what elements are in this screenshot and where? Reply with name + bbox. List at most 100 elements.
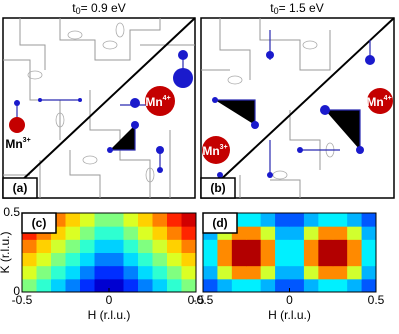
x-axis-label: H (r.l.u.) <box>268 308 311 322</box>
heat-cell <box>217 278 233 293</box>
heat-cell <box>303 278 319 293</box>
heat-cell <box>332 278 348 293</box>
heat-cell <box>289 226 305 240</box>
heat-cell <box>246 265 262 280</box>
heat-cell <box>123 278 139 293</box>
heat-cell <box>332 252 348 267</box>
heat-cell <box>167 239 182 253</box>
heat-cell <box>51 252 66 267</box>
heat-cell <box>361 213 377 227</box>
heat-cell <box>289 278 305 293</box>
heat-cell <box>152 265 168 280</box>
heat-cell <box>303 239 319 253</box>
heat-cell <box>109 265 124 280</box>
heat-cell <box>152 278 168 293</box>
heat-cell <box>94 278 110 293</box>
ion-label: Mn3+ <box>5 137 30 151</box>
heat-cell <box>123 239 139 253</box>
y-tick-label: 0.5 <box>3 205 20 219</box>
x-tick-label: 0.5 <box>368 293 385 307</box>
heat-cell <box>303 252 319 267</box>
heat-cell <box>347 226 363 240</box>
heat-cell <box>289 239 305 253</box>
heat-cell <box>65 278 81 293</box>
heat-cell <box>80 252 95 267</box>
heat-cell <box>167 252 182 267</box>
heat-cell <box>109 278 124 293</box>
heat-cell <box>303 213 319 227</box>
heat-cell <box>347 213 363 227</box>
heat-cell <box>123 252 139 267</box>
heat-cell <box>275 252 290 267</box>
heat-cell <box>231 278 247 293</box>
heat-cell <box>36 265 52 280</box>
bonds <box>215 30 371 175</box>
diagonal <box>2 17 196 199</box>
heat-cell <box>167 226 182 240</box>
heat-cell <box>152 226 168 240</box>
heat-cell <box>289 213 305 227</box>
heat-cell <box>109 252 124 267</box>
heat-cell <box>332 213 348 227</box>
x-tick-label: 0 <box>286 293 293 307</box>
panel-a: t0= 0.9 eV Mn4+ Mn3+ (a) <box>2 1 196 199</box>
heat-cell <box>22 252 37 267</box>
heat-cell <box>275 265 290 280</box>
heat-cell <box>80 226 95 240</box>
heat-cell <box>347 278 363 293</box>
heat-cell <box>303 265 319 280</box>
heat-cell <box>246 278 262 293</box>
heat-cell <box>275 226 290 240</box>
heat-cell <box>181 226 197 240</box>
heat-cell <box>51 278 66 293</box>
heat-cell <box>231 265 247 280</box>
label-box <box>21 212 57 234</box>
heat-cell <box>260 278 276 293</box>
heat-cell <box>65 252 81 267</box>
heat-cell <box>109 226 124 240</box>
heat-cell <box>318 239 334 253</box>
heat-cell <box>260 226 276 240</box>
heat-cell <box>22 239 37 253</box>
heat-cell <box>347 252 363 267</box>
heat-cell <box>123 213 139 227</box>
x-tick-label: -0.5 <box>12 293 33 307</box>
mn-sites <box>212 51 375 178</box>
heat-cell <box>246 213 262 227</box>
heat-cell <box>303 226 319 240</box>
heat-cell <box>217 239 233 253</box>
heat-cell <box>347 265 363 280</box>
heat-cell <box>260 213 276 227</box>
heat-cell <box>138 226 153 240</box>
heat-cell <box>167 213 182 227</box>
heat-cell <box>318 252 334 267</box>
mn4-site <box>367 88 393 114</box>
heat-cell <box>231 239 247 253</box>
heat-cell <box>318 265 334 280</box>
heat-cell <box>203 265 218 280</box>
heat-cell <box>36 278 52 293</box>
heat-cell <box>318 213 334 227</box>
panel-label: (b) <box>210 181 225 195</box>
heat-cell <box>80 278 95 293</box>
lattice <box>201 18 331 198</box>
x-tick-label: 0.5 <box>188 293 205 307</box>
heat-cell <box>65 265 81 280</box>
label-box <box>2 177 38 199</box>
heat-cell <box>181 252 197 267</box>
orbitals <box>27 22 155 183</box>
heat-cell <box>36 239 52 253</box>
heat-cell <box>22 278 37 293</box>
ion-label: Mn3+ <box>202 144 227 158</box>
heat-cell <box>51 239 66 253</box>
heat-cell <box>167 265 182 280</box>
heat-cell <box>318 226 334 240</box>
heat-cell <box>332 265 348 280</box>
heat-cell <box>231 252 247 267</box>
panel-title: t0= 0.9 eV <box>72 1 125 16</box>
heat-cell <box>94 252 110 267</box>
heat-cell <box>138 252 153 267</box>
heat-cell <box>203 252 218 267</box>
heat-cell <box>152 239 168 253</box>
heat-cell <box>246 252 262 267</box>
